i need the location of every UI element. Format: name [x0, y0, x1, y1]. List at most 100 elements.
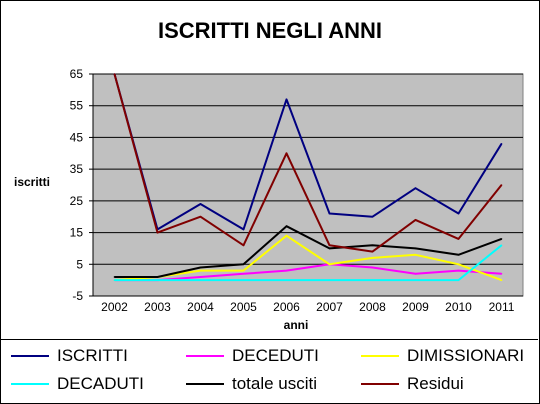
- series-line-2: [114, 234, 502, 282]
- series-5-point-2003: [156, 231, 159, 234]
- legend-item-3: DECADUTI: [11, 373, 144, 395]
- series-2-point-2009: [414, 253, 417, 256]
- legend-item-1: DECEDUTI: [186, 345, 319, 367]
- series-0-point-2005: [242, 228, 245, 231]
- series-1-point-2004: [199, 276, 202, 278]
- series-4-point-2002: [113, 276, 116, 278]
- series-0-point-2004: [199, 203, 202, 205]
- series-3-point-2003: [156, 279, 159, 281]
- x-tick-label-2004: 2004: [187, 300, 214, 314]
- series-3-point-2007: [328, 279, 331, 281]
- legend-label-3: DECADUTI: [57, 374, 144, 393]
- series-0-point-2011: [500, 142, 503, 145]
- legend-item-0: ISCRITTI: [11, 345, 128, 367]
- legend-label-0: ISCRITTI: [57, 346, 128, 365]
- series-line-3: [114, 244, 503, 282]
- series-3-point-2004: [199, 279, 202, 281]
- series-2-point-2008: [371, 257, 374, 259]
- y-tick-label-6: 55: [70, 99, 84, 113]
- series-0-point-2006: [285, 98, 288, 101]
- legend-label-4: totale usciti: [232, 374, 318, 393]
- series-line-1: [114, 263, 502, 282]
- y-axis-label: iscritti: [14, 175, 51, 189]
- x-tick-label-2010: 2010: [445, 300, 472, 314]
- legend-swatch-0: [11, 355, 49, 357]
- legend-swatch-1: [186, 355, 224, 357]
- series-4-point-2005: [242, 263, 245, 266]
- x-tick-label-2006: 2006: [273, 300, 300, 314]
- x-tick-label-2005: 2005: [230, 300, 257, 314]
- x-tick-label-2009: 2009: [402, 300, 429, 314]
- series-5-point-2008: [371, 250, 374, 253]
- legend-label-5: Residui: [407, 374, 464, 393]
- series-line-5: [113, 73, 503, 253]
- legend-item-4: totale usciti: [186, 373, 317, 395]
- x-tick-label-2008: 2008: [359, 300, 386, 314]
- y-tick-label-2: 15: [70, 226, 84, 240]
- legend: ISCRITTI DECEDUTI DIMISSIONARI DECADUTI tota…: [1, 339, 538, 403]
- series-3-point-2011: [500, 244, 503, 247]
- series-4-point-2003: [156, 276, 159, 278]
- series-2-point-2010: [457, 263, 460, 266]
- series-4-point-2011: [500, 238, 503, 240]
- legend-swatch-5: [361, 383, 399, 385]
- series-1-point-2009: [414, 273, 417, 275]
- series-2-point-2005: [242, 269, 245, 272]
- series-5-point-2011: [500, 184, 503, 186]
- series-2-point-2004: [199, 269, 202, 272]
- series-3-point-2009: [414, 279, 417, 281]
- series-1-point-2011: [500, 273, 503, 275]
- x-tick-label-2002: 2002: [101, 300, 128, 314]
- series-line-4: [114, 225, 502, 278]
- y-tick-label-5: 45: [70, 130, 84, 144]
- series-3-point-2008: [371, 279, 374, 281]
- series-4-point-2009: [414, 247, 417, 250]
- series-3-point-2006: [285, 279, 288, 281]
- series-1-point-2005: [242, 273, 245, 275]
- series-5-point-2002: [113, 73, 116, 75]
- series-5-point-2006: [285, 152, 288, 155]
- y-tick-label-7: 65: [70, 67, 84, 81]
- series-2-point-2006: [285, 234, 288, 237]
- series-0-point-2010: [457, 212, 460, 215]
- legend-label-1: DECEDUTI: [232, 346, 319, 365]
- legend-label-2: DIMISSIONARI: [407, 346, 525, 365]
- x-tick-label-2011: 2011: [489, 300, 515, 314]
- series-3-point-2010: [457, 279, 460, 281]
- legend-swatch-3: [11, 383, 49, 385]
- series-4-point-2004: [199, 266, 202, 269]
- series-1-point-2010: [457, 269, 460, 272]
- series-5-point-2004: [199, 215, 202, 218]
- series-4-point-2010: [457, 253, 460, 256]
- series-3-point-2005: [242, 279, 245, 281]
- series-5-point-2007: [328, 244, 331, 247]
- series-5-point-2005: [242, 244, 245, 247]
- series-1-point-2006: [285, 269, 288, 272]
- series-0-point-2008: [371, 215, 374, 218]
- series-1-point-2008: [371, 266, 374, 269]
- x-tick-label-2003: 2003: [144, 300, 171, 314]
- legend-item-5: Residui: [361, 373, 464, 395]
- x-tick-label-2007: 2007: [316, 300, 343, 314]
- series-4-point-2007: [328, 247, 331, 250]
- series-3-point-2002: [113, 279, 116, 281]
- y-tick-label-1: 5: [76, 257, 83, 271]
- series-0-point-2009: [414, 187, 417, 189]
- legend-item-2: DIMISSIONARI: [361, 345, 524, 367]
- series-5-point-2009: [414, 219, 417, 221]
- series-2-point-2007: [328, 263, 331, 266]
- legend-swatch-2: [361, 355, 399, 357]
- plot-area: [92, 73, 524, 297]
- legend-swatch-4: [186, 383, 224, 385]
- series-4-point-2008: [371, 244, 374, 247]
- x-axis-label: anni: [283, 318, 309, 332]
- chart-title: ISCRITTI NEGLI ANNI: [157, 18, 383, 43]
- y-tick-label-0: -5: [72, 289, 83, 303]
- series-5-point-2010: [457, 238, 460, 240]
- series-line-0: [113, 73, 503, 231]
- series-0-point-2007: [328, 212, 331, 215]
- series-2-point-2011: [500, 279, 503, 281]
- y-tick-label-4: 35: [70, 162, 84, 176]
- series-4-point-2006: [285, 225, 288, 228]
